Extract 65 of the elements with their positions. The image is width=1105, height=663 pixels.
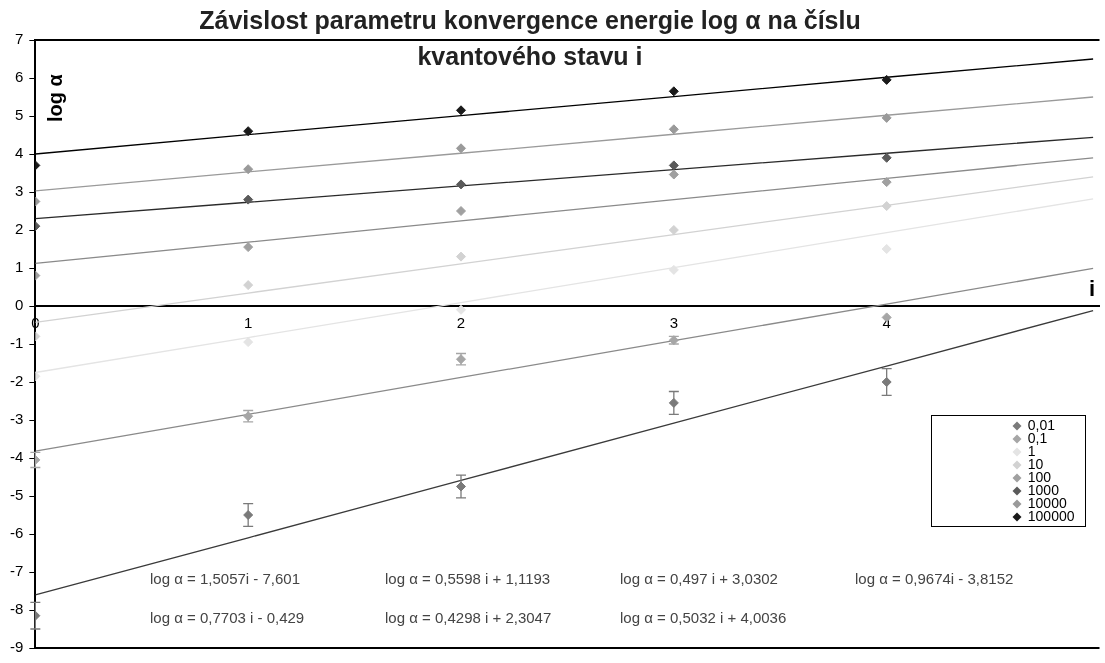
legend-label: 0,1 <box>1027 430 1048 446</box>
y-tick-label: -4 <box>9 448 24 466</box>
legend-label: 100000 <box>1027 508 1075 524</box>
point <box>243 280 254 291</box>
point <box>243 126 254 137</box>
point <box>243 164 254 175</box>
y-tick-label: -1 <box>9 334 24 352</box>
y-tick-label: 0 <box>14 296 24 314</box>
point <box>456 179 466 190</box>
y-tick-label: -7 <box>9 562 24 580</box>
point <box>456 206 466 216</box>
legend-label: 100 <box>1027 469 1052 485</box>
annotation: log α = 0,7703 i - 0,429 <box>150 609 306 626</box>
point <box>881 74 892 85</box>
point <box>668 169 679 180</box>
point <box>881 177 892 188</box>
y-tick-label: 6 <box>14 68 24 86</box>
point <box>456 105 466 116</box>
y-tick-label: -9 <box>9 638 24 656</box>
y-tick-label: 7 <box>14 30 24 48</box>
y-tick-label: 5 <box>14 106 24 124</box>
legend-label: 10000 <box>1027 495 1067 511</box>
y-tick-label: 2 <box>14 220 24 238</box>
x-axis-title: i <box>1088 276 1095 302</box>
y-tick-label: 4 <box>14 144 24 162</box>
point <box>243 194 254 205</box>
y-tick-label: 1 <box>14 258 24 276</box>
point <box>881 377 892 387</box>
point <box>243 337 254 348</box>
x-tick-label: 3 <box>669 314 679 332</box>
y-tick-label: -8 <box>9 600 24 618</box>
point <box>668 86 679 97</box>
annotation: log α = 0,9674i - 3,8152 <box>855 570 1015 587</box>
legend-label: 0,01 <box>1027 417 1056 433</box>
point <box>456 251 466 262</box>
y-tick-label: -5 <box>9 486 24 504</box>
point <box>881 244 892 254</box>
point <box>668 264 679 275</box>
x-tick-label: 1 <box>244 314 253 332</box>
point <box>881 201 892 212</box>
point <box>668 124 679 135</box>
y-tick-label: -2 <box>9 372 24 390</box>
x-tick-label: 2 <box>456 314 466 332</box>
chart-title: Závislost parametru konvergence energie log α na číslu kvantového stavu i <box>198 5 862 72</box>
annotation: log α = 0,5032 i + 4,0036 <box>620 609 788 626</box>
annotation: log α = 0,4298 i + 2,3047 <box>385 609 553 626</box>
legend-label: 1000 <box>1027 482 1059 498</box>
point <box>456 304 466 315</box>
point <box>243 510 254 520</box>
point <box>881 152 892 163</box>
annotation: log α = 0,5598 i + 1,1193 <box>385 570 552 587</box>
y-tick-label: -6 <box>9 524 24 542</box>
y-tick-label: 3 <box>14 182 24 200</box>
y-axis-title: log α <box>44 74 67 122</box>
point <box>668 160 679 171</box>
annotation: log α = 1,5057i - 7,601 <box>150 570 302 587</box>
annotation: log α = 0,497 i + 3,0302 <box>620 570 779 587</box>
point <box>456 143 466 154</box>
y-tick-label: -3 <box>9 410 24 428</box>
point <box>881 112 892 123</box>
point <box>243 242 254 253</box>
point <box>668 397 679 408</box>
point <box>668 225 679 235</box>
legend-label: 1 <box>1027 443 1036 459</box>
legend-label: 10 <box>1027 456 1044 472</box>
